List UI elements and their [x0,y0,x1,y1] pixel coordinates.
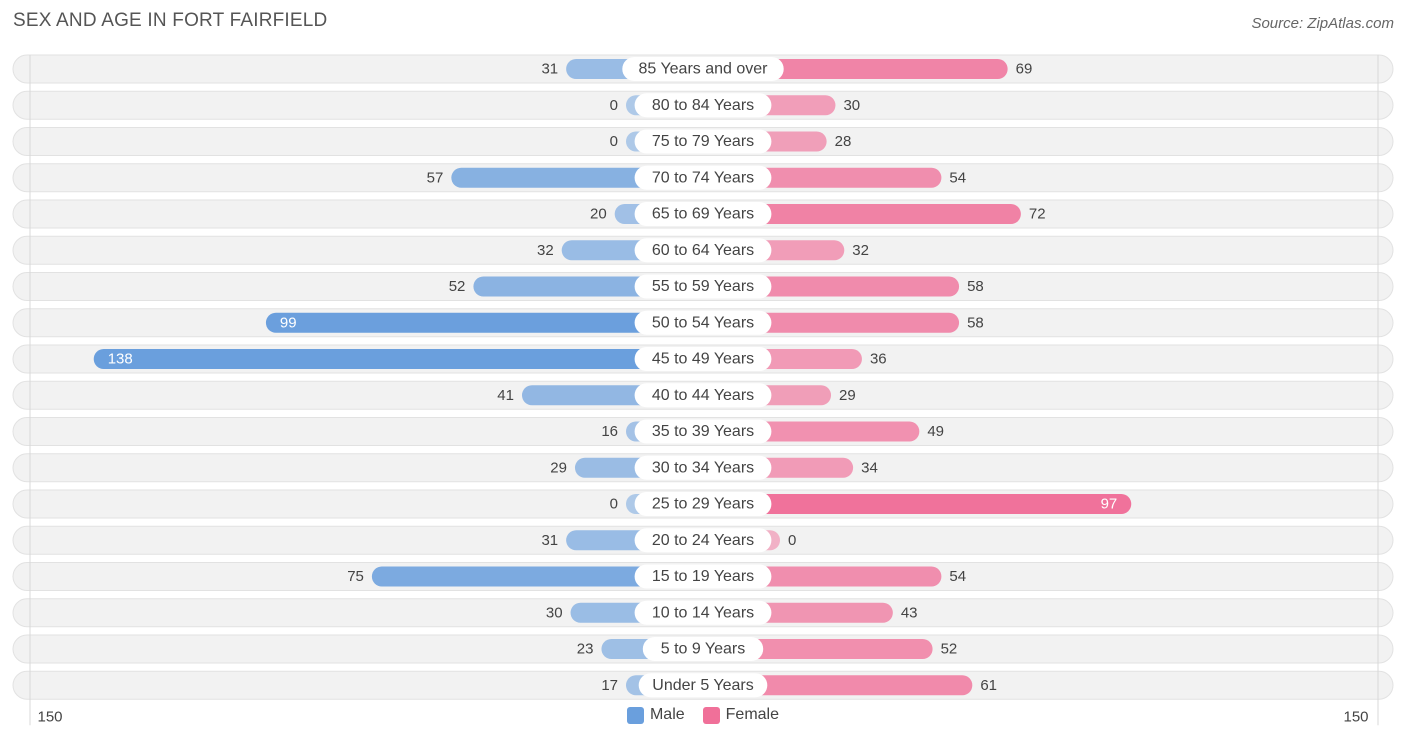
female-value-label: 29 [839,387,856,404]
legend-label-male: Male [649,706,685,723]
female-value-label: 36 [870,351,887,368]
male-bar [371,566,703,587]
chart-title: SEX AND AGE IN FORT FAIRFIELD [13,10,328,31]
category-label: 35 to 39 Years [652,423,754,440]
legend-label-female: Female [725,706,780,723]
category-label: Under 5 Years [652,677,753,694]
category-label: 50 to 54 Years [652,314,754,331]
male-value-label: 41 [497,387,514,404]
male-bar [93,349,704,369]
category-label-bg [634,600,772,625]
category-label-bg [634,129,772,154]
category-label-bg [634,455,772,480]
female-value-label: 58 [967,278,984,295]
female-value-label: 52 [941,641,958,658]
male-value-label: 0 [610,496,618,513]
category-label: 25 to 29 Years [652,496,754,513]
category-label: 40 to 44 Years [652,387,754,404]
male-value-label: 32 [537,242,554,259]
legend: Male Female [0,706,1406,724]
axis-label-right: 150 [1343,709,1368,726]
male-value-label: 29 [550,459,567,476]
male-value-label: 138 [108,351,133,368]
category-label: 45 to 49 Years [652,351,754,368]
category-label-bg [634,347,772,371]
male-value-label: 31 [541,532,558,549]
male-value-label: 57 [427,169,444,186]
male-value-label: 30 [546,604,563,621]
female-value-label: 32 [852,242,869,259]
female-value-label: 28 [835,133,852,150]
legend-item-female[interactable]: Female [702,706,780,724]
category-label: 30 to 34 Years [652,459,754,476]
category-label-bg [634,492,772,516]
female-value-label: 30 [843,97,860,114]
category-label-bg [634,310,772,335]
category-label: 20 to 24 Years [652,532,754,549]
legend-swatch-male [626,706,644,724]
category-label: 85 Years and over [639,61,769,78]
male-value-label: 17 [601,677,618,694]
female-bar [703,675,973,696]
male-bar [265,312,703,333]
category-label-bg [642,637,764,661]
category-label-bg [634,383,772,408]
male-value-label: 16 [601,423,618,440]
category-label-bg [634,274,772,299]
female-value-label: 54 [949,568,966,585]
female-value-label: 49 [927,423,944,440]
category-label: 55 to 59 Years [652,278,754,295]
axis-label-left: 150 [37,709,62,726]
category-label: 10 to 14 Years [652,604,754,621]
female-value-label: 0 [788,532,796,549]
female-value-label: 72 [1029,206,1046,223]
source-note: Source: ZipAtlas.com [1251,15,1394,32]
female-value-label: 43 [901,604,918,621]
category-label: 70 to 74 Years [652,169,754,186]
female-value-label: 54 [949,169,966,186]
category-label-bg [622,57,784,81]
category-label-bg [634,202,772,226]
category-label-bg [638,673,768,698]
legend-swatch-female [702,706,720,724]
male-value-label: 0 [610,133,618,150]
category-label: 5 to 9 Years [661,641,746,658]
category-label-bg [634,165,772,190]
female-value-label: 97 [1101,496,1118,513]
male-value-label: 0 [610,97,618,114]
female-bar [703,204,1021,224]
male-value-label: 75 [347,568,364,585]
female-value-label: 58 [967,314,984,331]
male-value-label: 20 [590,206,607,223]
legend-item-male[interactable]: Male [626,706,685,724]
category-label: 75 to 79 Years [652,133,754,150]
category-label-bg [634,528,772,553]
male-value-label: 99 [280,314,297,331]
category-label: 65 to 69 Years [652,206,754,223]
male-value-label: 23 [577,641,594,658]
category-label-bg [634,419,772,444]
category-label-bg [634,238,772,263]
category-label: 60 to 64 Years [652,242,754,259]
category-label: 80 to 84 Years [652,97,754,114]
female-value-label: 61 [980,677,997,694]
female-bar [703,494,1132,514]
female-value-label: 34 [861,459,878,476]
category-label-bg [634,93,772,118]
female-value-label: 69 [1016,61,1033,78]
male-value-label: 31 [541,61,558,78]
category-label-bg [634,564,772,589]
male-value-label: 52 [449,278,466,295]
category-label: 15 to 19 Years [652,568,754,585]
